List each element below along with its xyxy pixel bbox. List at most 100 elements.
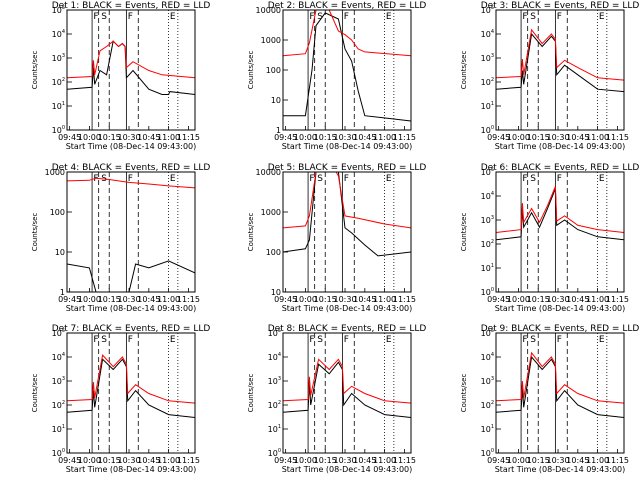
x-tick-label: 11:00	[157, 133, 180, 142]
annotation-label: F	[93, 12, 98, 22]
y-axis-label: Counts/sec	[460, 213, 468, 252]
annotation-label: S	[530, 335, 536, 345]
annotation-label: F	[522, 174, 527, 184]
x-axis-label: Start Time (08-Dec-14 09:43:00)	[282, 142, 413, 151]
y-tick-label: 103	[52, 376, 65, 386]
y-axis-label: Counts/sec	[31, 51, 39, 90]
x-tick-label: 10:00	[294, 295, 317, 304]
annotation-label: F	[522, 12, 527, 22]
x-tick-label: 10:30	[546, 456, 569, 465]
x-tick-label: 10:15	[98, 133, 121, 142]
x-tick-label: 11:00	[373, 295, 396, 304]
y-tick-label: 104	[481, 29, 494, 39]
y-tick-label: 1000	[261, 36, 281, 45]
annotation-label: S	[317, 335, 323, 345]
x-tick-label: 10:30	[546, 295, 569, 304]
x-axis-label: Start Time (08-Dec-14 09:43:00)	[282, 465, 413, 474]
y-tick-label: 102	[268, 400, 281, 410]
annotation-label: F	[557, 335, 562, 345]
y-tick-label: 102	[481, 239, 494, 249]
series-lld	[67, 40, 195, 79]
panel-title: Det 7: BLACK = Events, RED = LLD	[52, 324, 211, 334]
y-axis-label: Counts/sec	[460, 51, 468, 90]
x-tick-label: 11:00	[586, 456, 609, 465]
y-axis-label: Counts/sec	[247, 213, 255, 252]
y-tick-label: 1000	[45, 168, 65, 177]
x-tick-label: 11:15	[393, 295, 416, 304]
series-lld	[496, 28, 624, 81]
y-tick-label: 102	[52, 77, 65, 87]
annotation-label: S	[317, 174, 323, 184]
x-tick-label: 10:30	[333, 456, 356, 465]
y-tick-label: 100	[481, 287, 494, 297]
x-axis-label: Start Time (08-Dec-14 09:43:00)	[282, 304, 413, 313]
x-tick-label: 10:00	[78, 456, 101, 465]
annotation-label: S	[101, 12, 107, 22]
y-tick-label: 101	[52, 101, 65, 111]
x-tick-label: 10:15	[98, 295, 121, 304]
annotation-label: S	[317, 12, 323, 22]
x-tick-label: 10:15	[98, 456, 121, 465]
y-tick-label: 101	[481, 424, 494, 434]
series-lld	[67, 354, 195, 404]
y-tick-label: 101	[481, 101, 494, 111]
panel-title: Det 2: BLACK = Events, RED = LLD	[268, 1, 427, 11]
y-axis-label: Counts/sec	[31, 213, 39, 252]
annotation-label: F	[557, 12, 562, 22]
annotation-label: F	[93, 335, 98, 345]
x-tick-label: 11:15	[606, 295, 629, 304]
annotation-label: S	[530, 174, 536, 184]
x-tick-label: 09:45	[274, 295, 297, 304]
annotation-label: E	[170, 335, 176, 345]
x-tick-label: 10:30	[333, 133, 356, 142]
annotation-label: E	[599, 12, 605, 22]
y-tick-label: 103	[481, 215, 494, 225]
x-tick-label: 09:45	[58, 133, 81, 142]
x-tick-label: 10:00	[507, 295, 530, 304]
plot-frame	[282, 171, 412, 293]
annotation-label: F	[309, 335, 314, 345]
x-tick-label: 10:30	[117, 133, 140, 142]
y-tick-label: 1000	[261, 208, 281, 217]
y-tick-label: 100	[52, 125, 65, 135]
y-tick-label: 101	[52, 424, 65, 434]
annotation-label: E	[386, 174, 392, 184]
annotation-label: F	[522, 335, 527, 345]
panel-title: Det 3: BLACK = Events, RED = LLD	[481, 1, 640, 11]
x-tick-label: 10:15	[527, 133, 550, 142]
annotation-label: E	[599, 335, 605, 345]
plot-frame	[282, 332, 412, 454]
y-tick-label: 105	[268, 328, 281, 338]
series-lld	[496, 351, 624, 404]
x-axis-label: Start Time (08-Dec-14 09:43:00)	[66, 304, 197, 313]
panel-title: Det 1: BLACK = Events, RED = LLD	[52, 1, 211, 11]
x-tick-label: 10:45	[137, 456, 160, 465]
y-tick-label: 105	[481, 5, 494, 15]
y-tick-label: 103	[268, 376, 281, 386]
x-tick-label: 11:15	[393, 456, 416, 465]
series-events	[496, 355, 624, 418]
x-tick-label: 10:45	[353, 133, 376, 142]
x-tick-label: 11:15	[393, 133, 416, 142]
y-tick-label: 105	[52, 5, 65, 15]
x-tick-label: 10:00	[507, 133, 530, 142]
y-tick-label: 100	[481, 125, 494, 135]
x-tick-label: 10:15	[314, 133, 337, 142]
y-tick-label: 105	[52, 328, 65, 338]
annotation-label: E	[599, 174, 605, 184]
y-axis-label: Counts/sec	[31, 374, 39, 413]
annotation-label: F	[344, 12, 349, 22]
y-tick-label: 100	[268, 448, 281, 458]
series-events	[67, 260, 195, 292]
series-events	[283, 172, 411, 257]
x-tick-label: 11:00	[586, 133, 609, 142]
x-tick-label: 10:45	[566, 295, 589, 304]
x-tick-label: 11:00	[586, 295, 609, 304]
y-tick-label: 102	[52, 400, 65, 410]
y-tick-label: 103	[481, 376, 494, 386]
x-tick-label: 10:45	[566, 456, 589, 465]
